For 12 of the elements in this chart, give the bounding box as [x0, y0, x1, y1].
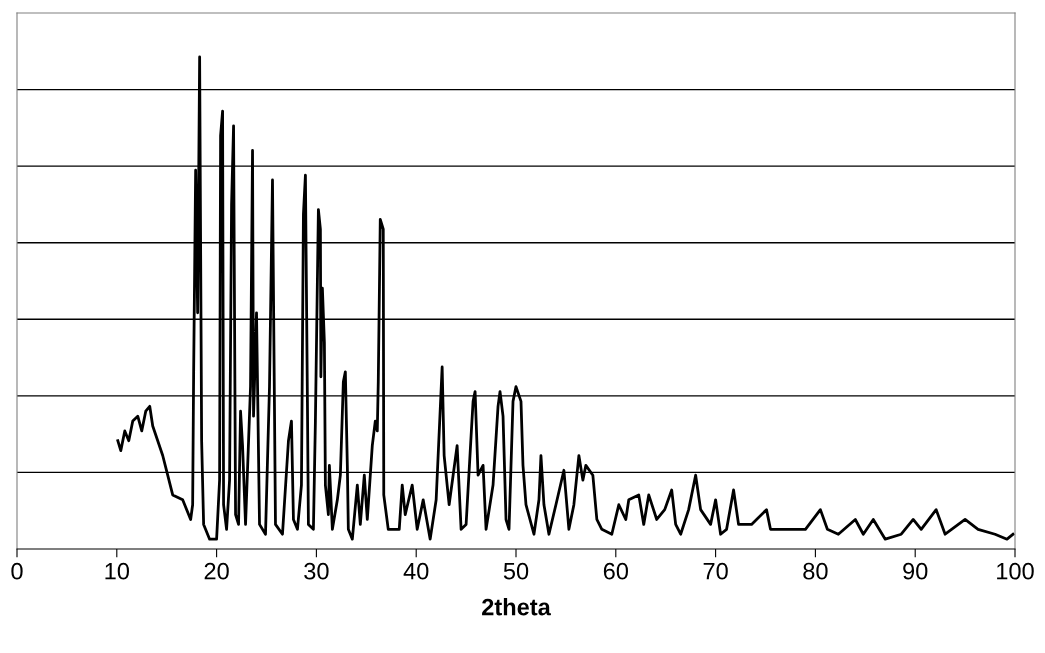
- x-tick-label: 0: [11, 562, 23, 580]
- x-tick-label: 50: [503, 562, 529, 580]
- x-tick-label: 70: [703, 562, 728, 580]
- x-tick-label: 30: [304, 562, 329, 580]
- x-tick-label: 40: [403, 562, 429, 580]
- x-tick-label: 10: [105, 562, 130, 580]
- x-tick-label: 100: [997, 562, 1034, 580]
- x-tick-label: 20: [204, 562, 229, 580]
- x-axis-title: 2theta: [482, 598, 551, 616]
- x-tick-label: 60: [603, 562, 629, 580]
- x-tick-label: 90: [903, 562, 928, 580]
- x-tick-label: 80: [803, 562, 828, 580]
